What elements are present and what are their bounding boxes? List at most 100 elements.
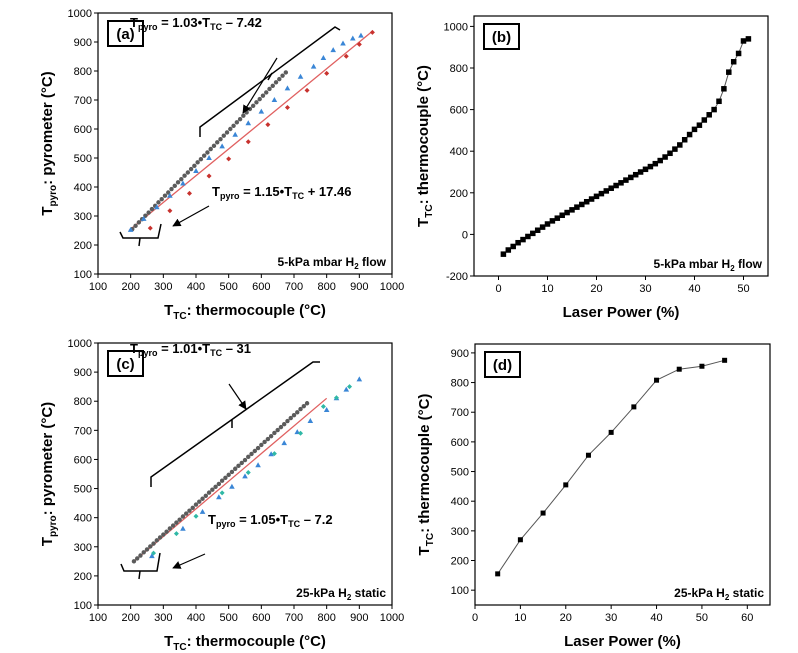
- data-point: [224, 130, 230, 135]
- data-point: [197, 499, 202, 504]
- y-tick-label: 800: [74, 396, 92, 408]
- data-point: [539, 224, 546, 230]
- y-tick-label: 700: [451, 407, 469, 419]
- y-tick-label: 0: [462, 229, 468, 241]
- x-tick-label: 100: [89, 612, 107, 624]
- data-point: [237, 116, 243, 122]
- data-point: [534, 227, 541, 233]
- data-point: [201, 153, 207, 158]
- data-point: [268, 451, 274, 457]
- data-point: [247, 106, 253, 112]
- data-point: [173, 531, 179, 537]
- data-point: [198, 156, 204, 162]
- data-point: [500, 251, 507, 257]
- data-point: [304, 87, 310, 93]
- x-tick-label: 900: [350, 281, 368, 293]
- annotation-arrow: [172, 205, 210, 227]
- data-point: [154, 204, 160, 210]
- data-point: [654, 377, 660, 383]
- x-tick-label: 600: [252, 612, 270, 624]
- data-point: [281, 440, 287, 446]
- x-tick-label: 20: [590, 283, 602, 295]
- data-point: [252, 448, 257, 454]
- data-point: [585, 452, 591, 458]
- data-point: [242, 473, 248, 479]
- data-point: [213, 484, 218, 490]
- y-tick-label: 900: [451, 348, 469, 360]
- data-point: [730, 59, 737, 65]
- data-point: [677, 142, 683, 148]
- data-point: [699, 363, 705, 369]
- data-point: [559, 212, 565, 219]
- data-point: [672, 146, 678, 152]
- data-point: [193, 513, 199, 519]
- panel-a: 100 200 300 400 500 600 700 800 900 1000 100 200 300…: [39, 8, 404, 322]
- x-tick-label: 100: [89, 281, 107, 293]
- data-point: [505, 247, 512, 253]
- data-point: [245, 139, 251, 145]
- data-point: [563, 482, 569, 488]
- panel-label: (a): [116, 26, 134, 43]
- data-point: [221, 133, 226, 138]
- bracket-lower-tip: [138, 570, 141, 580]
- data-point: [186, 190, 192, 196]
- data-point: [167, 526, 173, 531]
- y-tick-label: 400: [450, 146, 468, 158]
- data-point: [267, 86, 272, 92]
- data-point: [711, 106, 717, 113]
- data-point: [343, 53, 349, 59]
- data-point: [226, 472, 231, 478]
- condition-label: 25-kPa H2 static: [674, 586, 764, 602]
- y-axis-label: Tpyro: pyrometer (°C): [39, 71, 59, 215]
- data-point: [324, 70, 330, 76]
- data-point: [151, 541, 156, 546]
- data-point: [273, 80, 279, 85]
- data-point: [258, 108, 265, 114]
- data-point: [637, 169, 644, 175]
- x-tick-label: 300: [154, 612, 172, 624]
- panel-label-box: [107, 350, 144, 377]
- data-point: [297, 73, 304, 79]
- data-point: [350, 35, 356, 41]
- data-point: [149, 206, 155, 212]
- data-point: [593, 193, 600, 200]
- y-tick-label: 300: [74, 542, 92, 554]
- data-point: [255, 462, 261, 468]
- data-point: [647, 163, 654, 170]
- data-point: [262, 439, 267, 445]
- data-point: [280, 73, 285, 78]
- data-point: [632, 171, 639, 178]
- data-point: [716, 98, 722, 105]
- x-tick-label: 40: [650, 612, 662, 624]
- y-tick-label: 800: [451, 378, 469, 390]
- y-tick-label: 100: [74, 269, 92, 281]
- data-point: [188, 166, 194, 172]
- x-tick-label: 800: [317, 281, 335, 293]
- data-point: [195, 160, 200, 165]
- data-point: [722, 357, 728, 363]
- data-point: [520, 236, 526, 243]
- data-point: [187, 508, 192, 513]
- data-point: [242, 457, 248, 463]
- data-point: [229, 469, 235, 475]
- data-point: [148, 544, 153, 549]
- bracket-upper: [199, 26, 341, 137]
- x-tick-label: 200: [121, 612, 139, 624]
- data-point: [569, 207, 575, 213]
- data-point: [228, 126, 233, 132]
- data-point: [356, 41, 362, 47]
- data-point: [170, 523, 176, 528]
- data-point: [135, 556, 140, 561]
- panel-label: (d): [493, 357, 512, 374]
- data-point: [162, 193, 168, 198]
- data-point: [579, 201, 585, 208]
- data-point: [564, 209, 570, 216]
- condition-label: 25-kPa H2 static: [296, 586, 386, 602]
- data-point: [574, 204, 580, 210]
- data-point: [310, 63, 317, 69]
- data-point: [206, 155, 212, 160]
- data-point: [245, 470, 251, 476]
- x-tick-label: 40: [688, 283, 700, 295]
- data-point: [320, 54, 327, 60]
- y-tick-label: 200: [74, 240, 92, 252]
